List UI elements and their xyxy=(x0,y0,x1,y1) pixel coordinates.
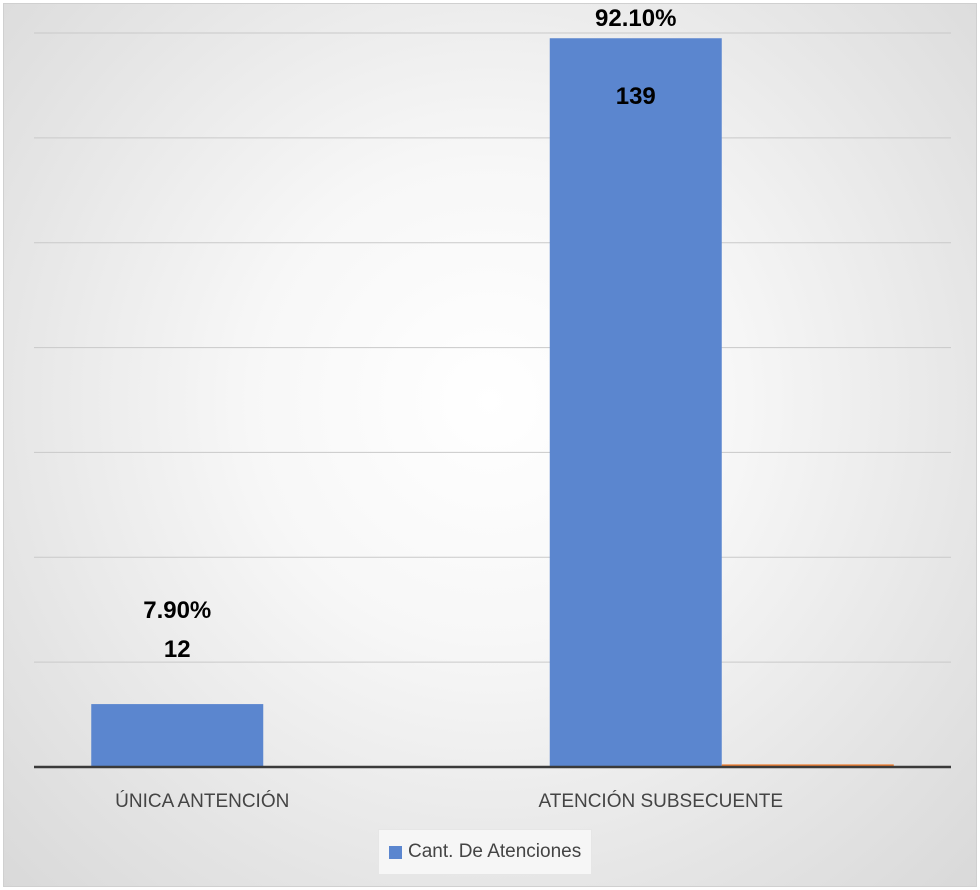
x-tick-labels: ÚNICA ANTENCIÓN ATENCIÓN SUBSECUENTE xyxy=(115,790,783,812)
value-label-1: 139 xyxy=(616,83,656,110)
x-tick-label-0: ÚNICA ANTENCIÓN xyxy=(115,790,289,812)
x-tick-label-1: ATENCIÓN SUBSECUENTE xyxy=(538,790,783,812)
legend: Cant. De Atenciones xyxy=(378,829,593,875)
percent-label-1: 92.10% xyxy=(595,5,676,32)
legend-label: Cant. De Atenciones xyxy=(408,841,582,862)
percent-label-0: 7.90% xyxy=(143,597,211,624)
bars xyxy=(91,38,894,767)
gridlines xyxy=(34,32,951,663)
value-label-0: 12 xyxy=(164,636,191,663)
legend-swatch xyxy=(389,845,402,859)
bar-atenciones-0 xyxy=(91,704,264,767)
bar-series-2-1 xyxy=(721,764,894,767)
bar-atenciones-1 xyxy=(549,38,722,767)
data-labels: 7.90% 12 92.10% 139 xyxy=(143,5,676,663)
